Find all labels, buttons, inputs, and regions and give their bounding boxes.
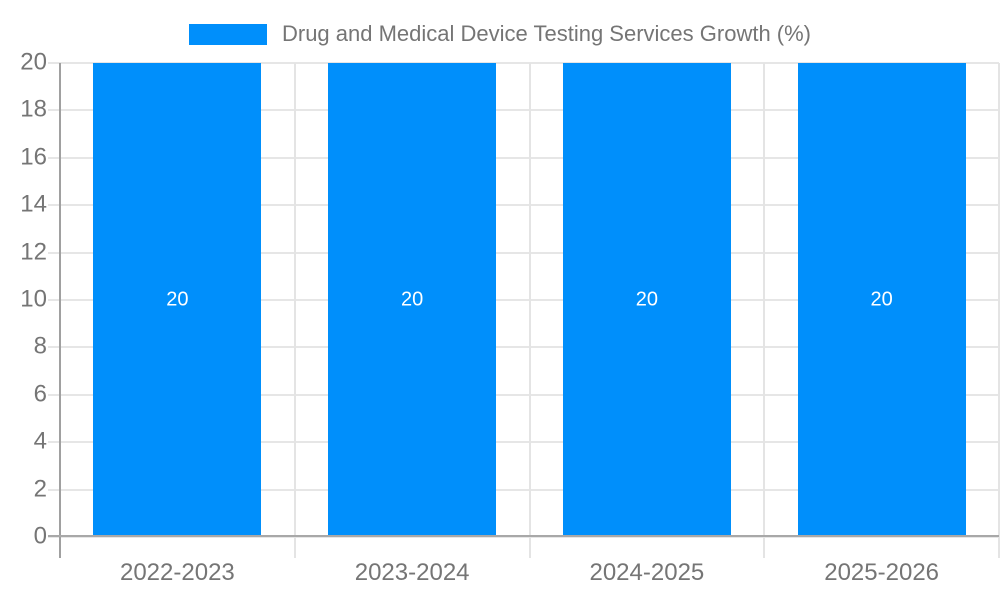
y-axis-tick-label: 10 (20, 285, 47, 313)
bar-value-label: 20 (635, 288, 658, 311)
gridline (48, 488, 999, 491)
gridline (48, 346, 999, 349)
bar[interactable] (328, 63, 497, 537)
category-separator (293, 63, 296, 558)
legend-swatch-icon (188, 23, 267, 45)
bar-value-label: 20 (401, 288, 424, 311)
gridline (48, 109, 999, 112)
y-axis-tick-label: 18 (20, 95, 47, 123)
y-axis-tick-label: 20 (20, 48, 47, 76)
gridline (48, 156, 999, 159)
gridline (48, 251, 999, 254)
y-axis-tick-label: 14 (20, 190, 47, 218)
x-axis-line (48, 535, 999, 537)
gridline (48, 62, 999, 64)
gridline (48, 536, 999, 538)
legend-series-label: Drug and Medical Device Testing Services… (281, 21, 812, 46)
y-axis-tick-label: 12 (20, 238, 47, 266)
y-axis-tick-label: 4 (33, 427, 47, 455)
bar[interactable] (797, 63, 966, 537)
x-axis-tick-label: 2025-2026 (824, 559, 940, 586)
x-axis-tick-label: 2022-2023 (119, 559, 235, 586)
legend-item[interactable]: Drug and Medical Device Testing Services… (188, 21, 812, 47)
y-axis-tick-label: 6 (33, 380, 47, 408)
gridline (48, 441, 999, 444)
bar[interactable] (93, 63, 262, 537)
category-separator (763, 63, 766, 558)
chart-legend: Drug and Medical Device Testing Services… (0, 21, 1000, 47)
bar[interactable] (562, 63, 731, 537)
y-axis-tick-label: 8 (33, 332, 47, 360)
gridline (48, 299, 999, 301)
y-axis-line (59, 63, 61, 558)
x-axis-tick-label: 2023-2024 (354, 559, 470, 586)
category-separator (998, 63, 1000, 558)
y-axis-tick-label: 2 (33, 475, 47, 503)
category-separator (528, 63, 531, 558)
y-axis-tick-label: 16 (20, 143, 47, 171)
bar-value-label: 20 (166, 288, 189, 311)
y-axis-tick-label: 0 (33, 522, 47, 550)
gridline (48, 204, 999, 207)
x-axis-tick-label: 2024-2025 (589, 559, 705, 586)
gridline (48, 393, 999, 396)
bar-value-label: 20 (870, 288, 893, 311)
plot-area: 0 2 4 6 8 10 12 14 16 18 20 2022-2023 20 2023-2024 20 2… (20, 50, 1000, 585)
